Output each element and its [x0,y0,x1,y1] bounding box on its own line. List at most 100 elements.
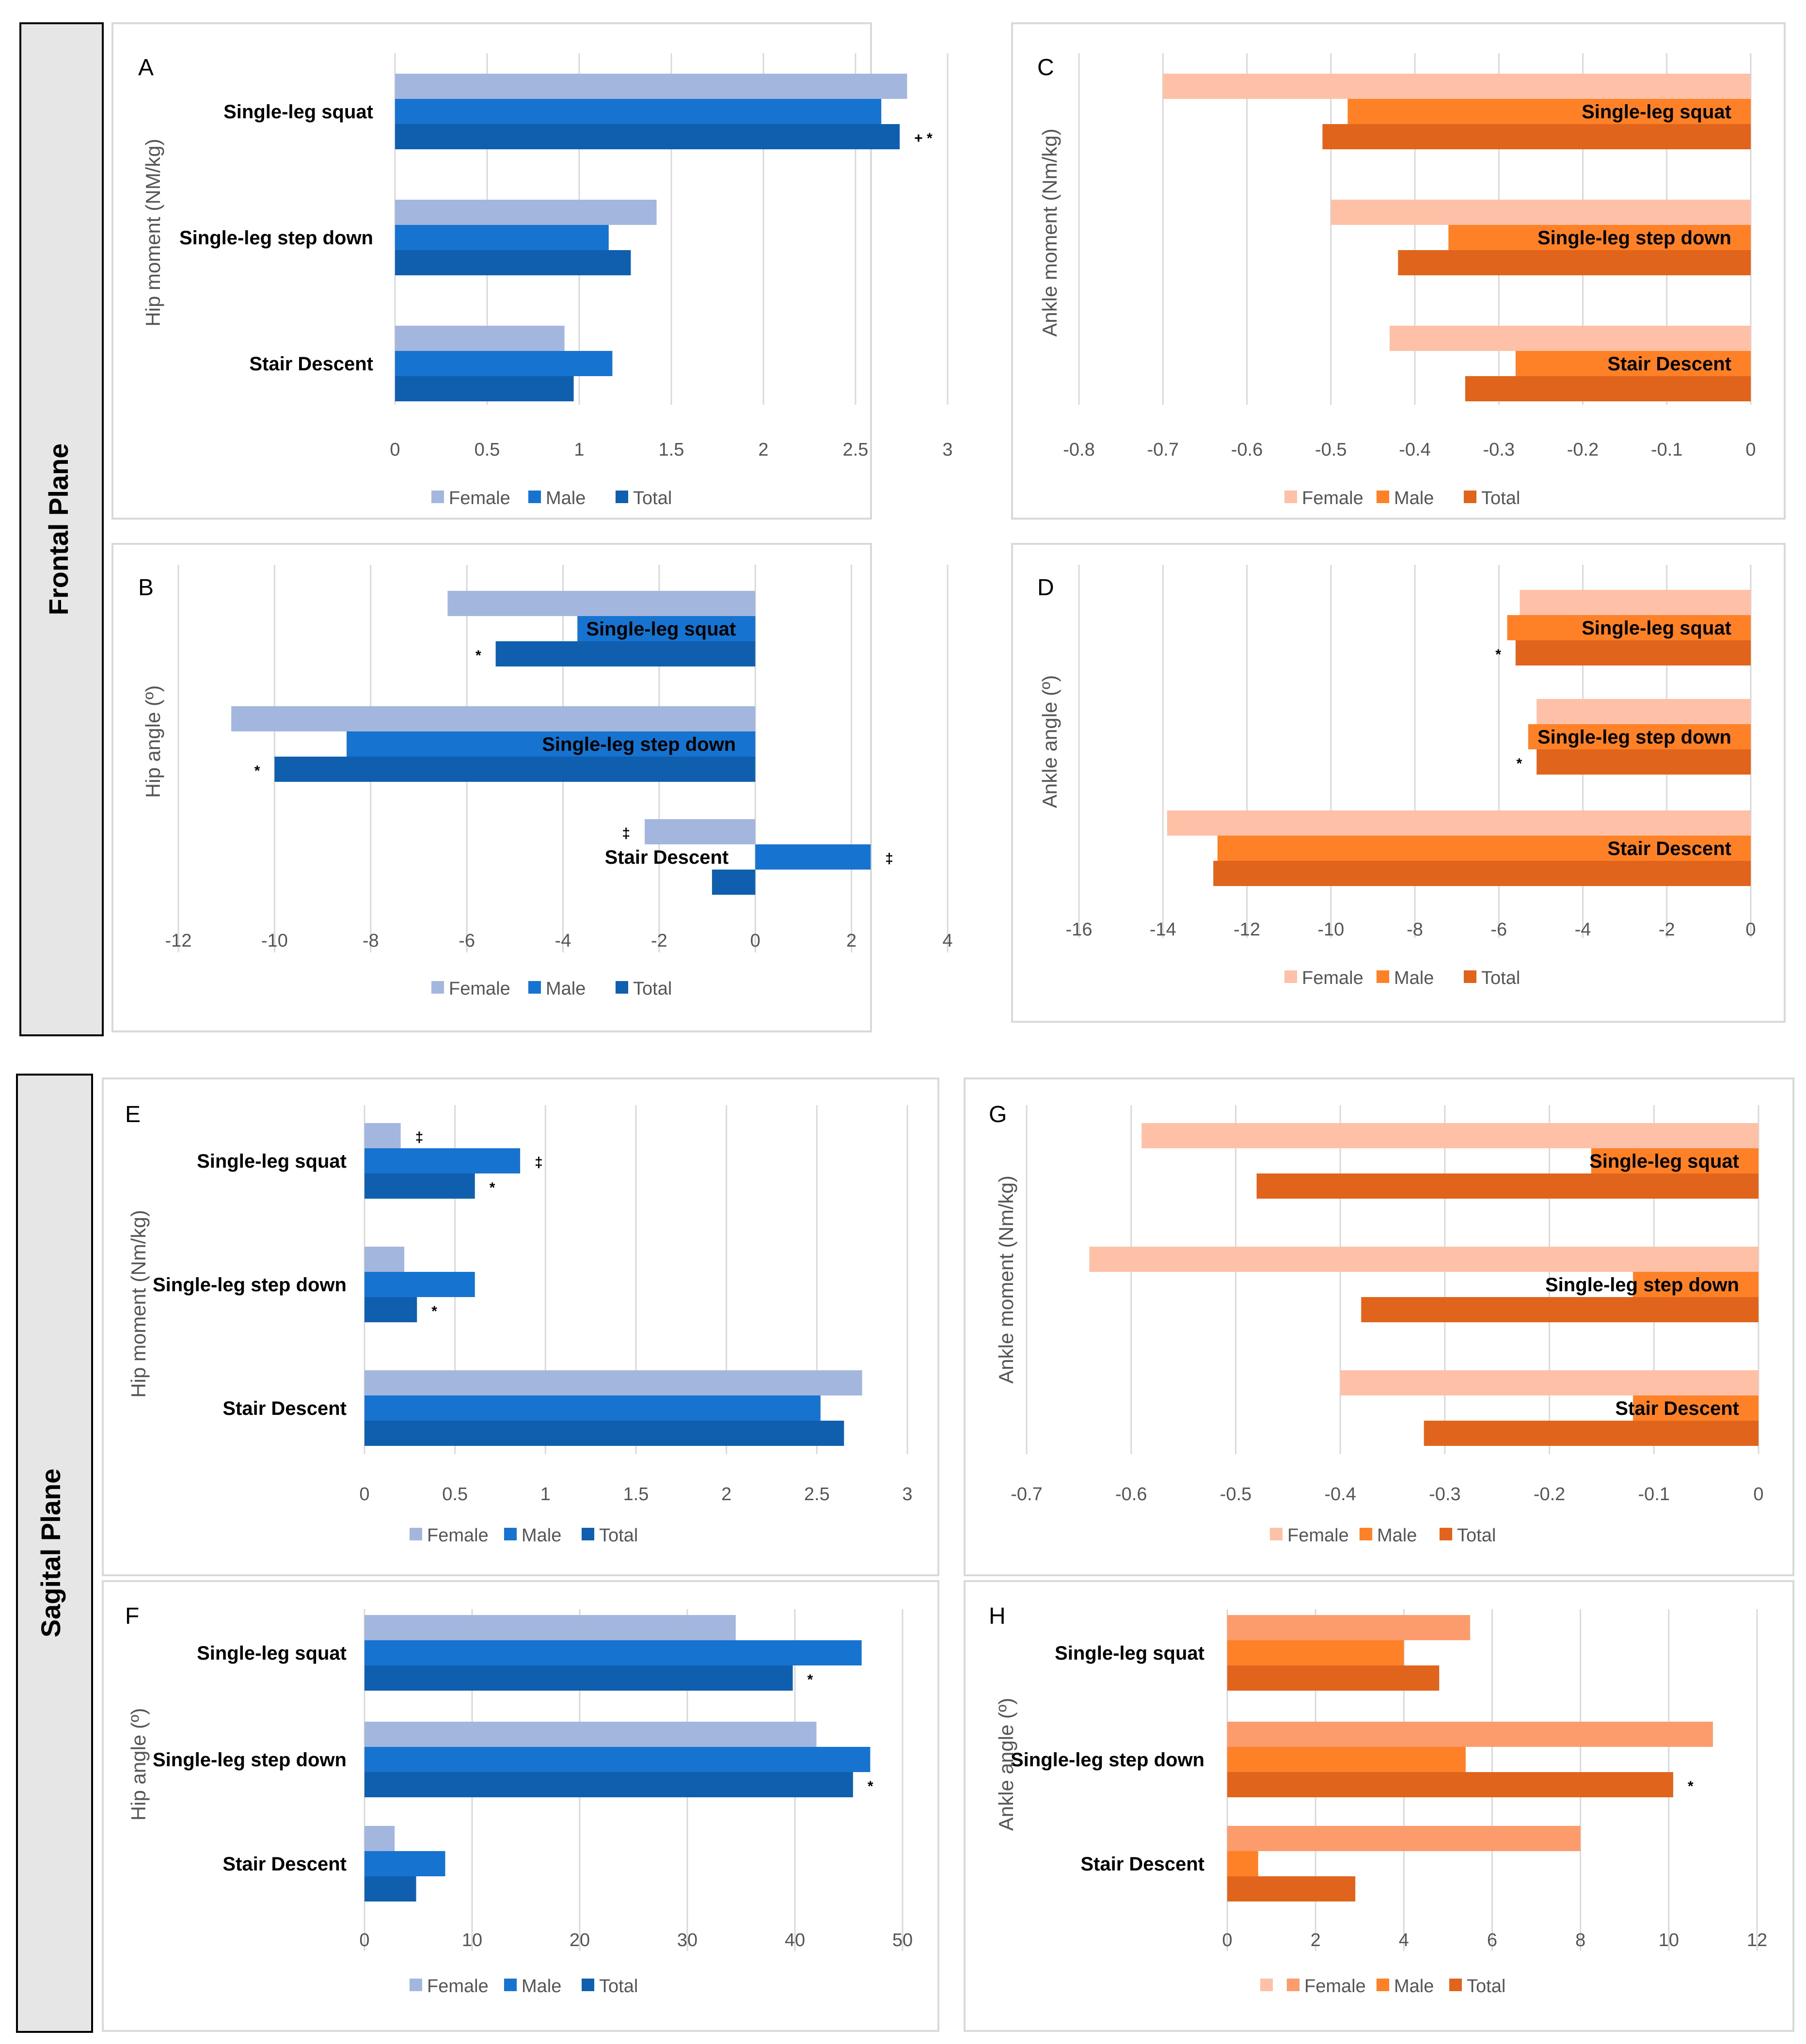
x-tick-label: 8 [1575,1930,1585,1950]
legend-swatch [1449,1979,1462,1991]
legend-label: Total [633,979,672,999]
bar-female [1163,74,1751,99]
x-tick-label: -0.3 [1483,440,1515,460]
bar-male [577,616,756,641]
x-tick-label: -0.5 [1220,1484,1252,1505]
bar-female [364,1615,736,1640]
legend-label: Male [1377,1525,1417,1546]
legend-swatch [528,491,541,503]
bar-male [347,731,756,757]
category-label: Stair Descent [1607,353,1731,375]
x-tick-label: 0 [1745,919,1756,940]
x-tick-label: -14 [1150,919,1176,940]
x-tick-label: 3 [942,440,952,460]
x-tick-label: -6 [459,931,475,951]
bar-male [1515,351,1751,376]
bar-male [1633,1395,1758,1421]
category-label: Single-leg squat [197,1643,347,1664]
category-label: Stair Descent [1615,1398,1739,1419]
x-tick-label: 40 [785,1930,805,1950]
chart-panel-f: 0 10 20 30 40 50 Single-leg squat Single-leg st… [102,1580,939,2032]
x-tick-label: -8 [1407,919,1423,940]
x-tick-label: 20 [570,1930,590,1950]
y-axis-label: Hip moment (NM/kg) [142,139,164,326]
legend-label: Total [1467,1976,1505,1996]
category-label: Stair Descent [605,847,729,868]
bar-total [1227,1665,1440,1691]
x-tick-label: 0 [750,931,760,951]
bar-female [364,1826,395,1851]
bar-female [395,326,565,351]
panel-letter: G [989,1102,1007,1127]
x-tick-label: -12 [165,931,192,951]
category-label: Single-leg step down [1011,1749,1204,1771]
significance-marker: * [254,763,260,779]
x-tick-label: -8 [363,931,379,951]
legend-swatch [616,491,628,503]
x-tick-label: 2 [846,931,856,951]
bar-male [1227,1640,1404,1665]
bar-female [364,1247,405,1272]
category-label: Stair Descent [249,353,373,375]
category-label: Single-leg step down [153,1274,347,1296]
legend-label: Male [1394,488,1434,508]
legend-swatch [410,1528,422,1540]
legend-label: Total [599,1976,638,1996]
category-label: Stair Descent [1607,838,1731,859]
significance-marker: * [1688,1778,1694,1794]
legend-swatch [528,981,541,994]
bar-female [1141,1123,1758,1148]
x-tick-label: 0 [359,1484,369,1505]
bar-male [1227,1747,1466,1772]
x-tick-label: 3 [902,1484,912,1505]
significance-marker: * [475,648,481,664]
category-label: Single-leg step down [1537,727,1731,748]
x-tick-label: -16 [1066,919,1093,940]
bar-total [1465,376,1751,401]
x-tick-label: -0.1 [1638,1484,1670,1505]
significance-marker: + * [914,130,933,146]
section-sagittal: Sagital Plane [16,1074,93,2033]
significance-marker: * [490,1180,495,1196]
legend-label: Male [1394,1976,1434,1996]
y-axis-label: Hip moment (Nm/kg) [127,1210,150,1397]
bar-male [395,225,609,250]
x-tick-label: 2.5 [843,440,869,460]
category-label: Single-leg squat [1582,101,1731,123]
bar-male [364,1747,871,1772]
category-label: Single-leg squat [586,618,736,640]
legend-label: Female [1287,1525,1349,1546]
category-label: Single-leg step down [1537,227,1731,249]
category-label: Single-leg squat [197,1151,347,1172]
bar-female [1340,1370,1758,1395]
y-axis-label: Ankle angle (º) [1038,675,1061,808]
legend-swatch [1284,491,1297,503]
bar-total [1398,250,1751,275]
panel-letter: C [1037,55,1054,80]
legend-label: Male [522,1525,561,1546]
category-label: Single-leg step down [179,227,373,249]
legend-label: Male [1394,968,1434,988]
bar-male [364,1640,862,1665]
x-tick-label: 50 [892,1930,913,1950]
bar-female [364,1370,862,1395]
chart-panel-e: 0 0.5 1 1.5 2 2.5 3 Single-leg squat Single-leg … [102,1077,939,1576]
legend-swatch [1440,1528,1452,1540]
x-tick-label: 12 [1747,1930,1767,1950]
legend-swatch [431,491,444,503]
x-tick-label: -0.2 [1567,440,1599,460]
x-tick-label: -6 [1490,919,1507,940]
significance-marker: ‡ [415,1129,424,1145]
legend-label: Total [633,488,672,508]
category-label: Single-leg squat [223,101,373,123]
bar-total [395,250,631,275]
significance-marker: * [1495,647,1501,663]
panel-letter: H [989,1603,1006,1629]
legend-swatch [1360,1528,1372,1540]
bar-total [495,641,756,666]
bar-male [1448,225,1751,250]
legend-swatch [1260,1979,1273,1991]
legend-label: Total [599,1525,638,1546]
category-label: Stair Descent [222,1854,347,1875]
bar-total [1424,1421,1758,1446]
